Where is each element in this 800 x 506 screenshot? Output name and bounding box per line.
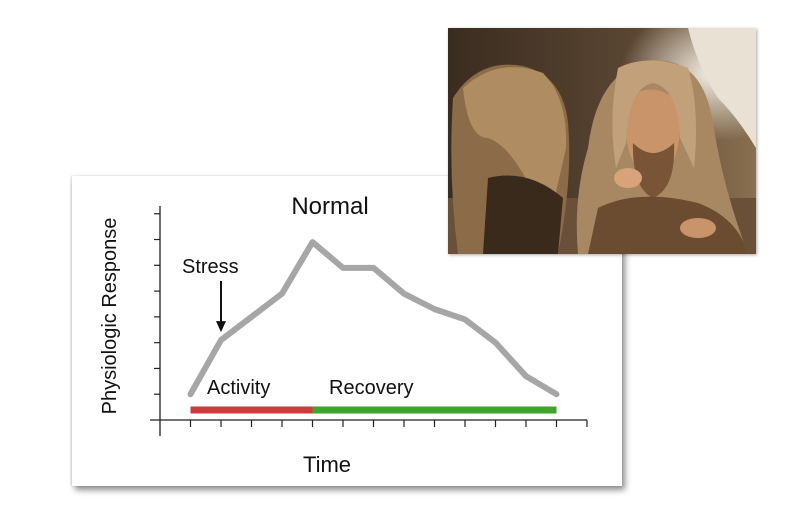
- x-axis-label: Time: [303, 452, 351, 477]
- stress-arrow-head: [216, 321, 226, 333]
- response-line: [187, 239, 560, 398]
- recovery-label: Recovery: [329, 377, 413, 399]
- axes: [150, 206, 588, 436]
- y-axis-label: Physiologic Response: [99, 218, 121, 415]
- chart-title: Normal: [291, 193, 368, 220]
- caveman-photo: [448, 28, 756, 254]
- line-chart: Normal Time Physiologic Response Stress …: [99, 193, 588, 477]
- stress-arrow-icon: [216, 281, 226, 333]
- stress-annotation-label: Stress: [182, 256, 239, 278]
- activity-label: Activity: [207, 377, 270, 399]
- series: [187, 239, 560, 398]
